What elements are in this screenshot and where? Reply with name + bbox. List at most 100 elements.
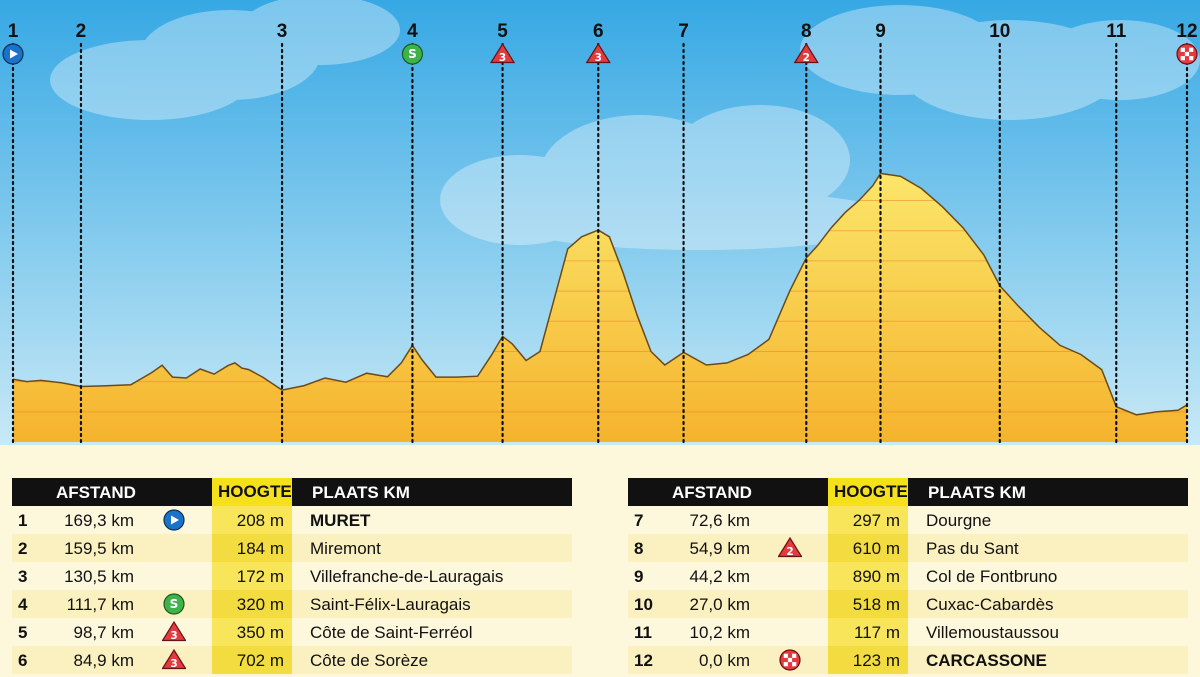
waypoint-height: 297 m	[852, 511, 900, 530]
waypoint-place: MURET	[310, 511, 371, 530]
marker-label-6: 6	[593, 21, 604, 42]
waypoint-distance: 72,6 km	[689, 511, 750, 530]
table-row: 4 111,7 km 320 m Saint-Félix-Lauragais S	[12, 590, 572, 618]
height-highlight	[828, 534, 908, 562]
table-row: 1 169,3 km 208 m MURET	[12, 506, 572, 534]
marker-label-12: 12	[1176, 21, 1197, 42]
svg-text:S: S	[170, 597, 179, 611]
waypoint-place: Miremont	[310, 539, 381, 558]
finish-icon	[1176, 43, 1198, 65]
climb-cat3-icon: 3	[162, 621, 186, 642]
waypoint-distance: 130,5 km	[64, 567, 134, 586]
table-header: AFSTAND HOOGTE PLAATS KM	[12, 478, 572, 506]
climb-cat3-icon: 3	[489, 42, 516, 64]
waypoint-number: 10	[634, 595, 653, 614]
waypoint-height: 518 m	[852, 595, 900, 614]
table-row: 9 44,2 km 890 m Col de Fontbruno	[628, 562, 1188, 590]
header-plaats: PLAATS KM	[928, 483, 1026, 502]
waypoint-distance: 27,0 km	[689, 595, 750, 614]
waypoint-place: Villemoustaussou	[926, 623, 1059, 642]
elevation-line	[12, 172, 1188, 416]
waypoint-distance: 44,2 km	[689, 567, 750, 586]
marker-label-5: 5	[497, 21, 508, 42]
climb-cat3-icon: 3	[162, 649, 186, 670]
table-row: 6 84,9 km 702 m Côte de Sorèze 3	[12, 646, 572, 674]
waypoint-distance: 10,2 km	[689, 623, 750, 642]
waypoint-number: 3	[18, 567, 28, 586]
marker-label-1: 1	[8, 21, 19, 42]
climb-cat2-icon: 2	[793, 42, 819, 64]
waypoint-place: Côte de Saint-Ferréol	[310, 623, 473, 642]
header-hoogte: HOOGTE	[828, 478, 908, 506]
table-row: 3 130,5 km 172 m Villefranche-de-Lauragais	[12, 562, 572, 590]
height-highlight	[212, 534, 292, 562]
waypoint-place: Saint-Félix-Lauragais	[310, 595, 471, 614]
height-highlight	[828, 506, 908, 534]
waypoint-height: 320 m	[236, 595, 284, 614]
table-row: 12 0,0 km 123 m CARCASSONE	[628, 646, 1188, 674]
height-highlight	[828, 590, 908, 618]
climb-cat3-icon: 3	[585, 42, 611, 64]
table-row: 8 54,9 km 610 m Pas du Sant 2	[628, 534, 1188, 562]
waypoint-place: Col de Fontbruno	[926, 567, 1058, 586]
waypoint-distance: 84,9 km	[73, 651, 134, 670]
svg-text:3: 3	[170, 630, 177, 642]
waypoint-height: 702 m	[236, 651, 284, 670]
waypoint-distance: 54,9 km	[689, 539, 750, 558]
waypoint-place: Côte de Sorèze	[310, 651, 429, 670]
waypoint-place: CARCASSONE	[926, 651, 1047, 670]
waypoint-height: 890 m	[852, 567, 900, 586]
waypoint-number: 8	[634, 539, 644, 558]
waypoint-place: Cuxac-Cabardès	[926, 595, 1054, 614]
sprint-icon: S	[163, 593, 185, 615]
finish-icon	[779, 649, 801, 671]
waypoint-height: 350 m	[236, 623, 284, 642]
clouds	[50, 0, 1200, 250]
marker-label-8: 8	[801, 21, 812, 42]
waypoint-number: 6	[18, 651, 28, 670]
elevation-area	[13, 173, 1187, 442]
waypoint-place: Pas du Sant	[926, 539, 1019, 558]
svg-text:2: 2	[786, 546, 793, 558]
waypoint-number: 2	[18, 539, 28, 558]
waypoint-height: 208 m	[236, 511, 284, 530]
finish-icon	[779, 649, 801, 671]
table-row: 11 10,2 km 117 m Villemoustaussou	[628, 618, 1188, 646]
waypoint-height: 117 m	[854, 623, 900, 642]
table-row: 7 72,6 km 297 m Dourgne	[628, 506, 1188, 534]
header-afstand: AFSTAND	[56, 483, 136, 502]
svg-text:3: 3	[170, 658, 177, 670]
start-icon	[163, 509, 185, 531]
waypoint-height: 610 m	[852, 539, 900, 558]
header-afstand: AFSTAND	[672, 483, 752, 502]
climb-cat3-icon: 3	[162, 621, 186, 642]
waypoint-number: 9	[634, 567, 644, 586]
climb-cat2-icon: 2	[778, 537, 802, 558]
waypoint-height: 123 m	[852, 651, 900, 670]
stage-table: AFSTAND HOOGTE PLAATS KM 1 169,3 km 208 m M…	[0, 478, 1200, 677]
waypoint-height: 172 m	[236, 567, 284, 586]
waypoint-number: 1	[18, 511, 28, 530]
waypoint-distance: 159,5 km	[64, 539, 134, 558]
svg-text:3: 3	[499, 52, 506, 64]
climb-cat2-icon: 2	[778, 537, 802, 558]
start-icon	[163, 509, 185, 531]
header-hoogte: HOOGTE	[212, 478, 292, 506]
svg-text:3: 3	[595, 52, 602, 64]
marker-label-7: 7	[678, 21, 689, 42]
height-highlight	[212, 646, 292, 674]
table-row: 5 98,7 km 350 m Côte de Saint-Ferréol 3	[12, 618, 572, 646]
waypoint-number: 12	[634, 651, 653, 670]
waypoint-distance: 0,0 km	[698, 651, 750, 670]
marker-label-9: 9	[875, 21, 886, 42]
table-row: 2 159,5 km 184 m Miremont	[12, 534, 572, 562]
waypoint-distance: 98,7 km	[73, 623, 134, 642]
table-header: AFSTAND HOOGTE PLAATS KM	[628, 478, 1188, 506]
marker-label-3: 3	[277, 21, 288, 42]
height-highlight	[828, 618, 908, 646]
waypoint-number: 4	[18, 595, 28, 614]
waypoint-number: 5	[18, 623, 28, 642]
waypoint-number: 7	[634, 511, 644, 530]
header-plaats: PLAATS KM	[312, 483, 410, 502]
height-highlight	[828, 646, 908, 674]
